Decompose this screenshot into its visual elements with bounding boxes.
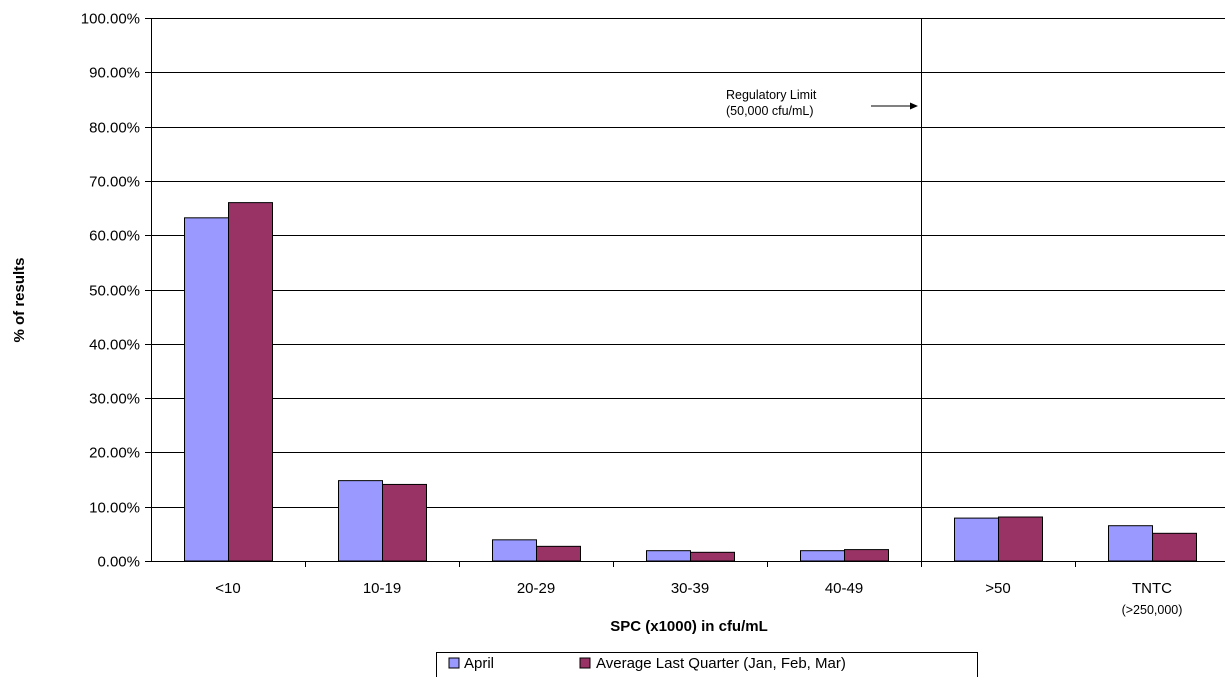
x-axis-label: SPC (x1000) in cfu/mL [610, 618, 768, 635]
y-tick-label: 20.00% [89, 445, 140, 462]
y-tick-label: 90.00% [89, 65, 140, 82]
x-tick-labels: <10 10-19 20-29 30-39 40-49 >50 TNTC (>250,000) [215, 580, 1182, 617]
y-tick-label: 60.00% [89, 228, 140, 245]
y-tick-label: 10.00% [89, 500, 140, 517]
gridlines [151, 18, 1225, 508]
x-tick-sublabel: (>250,000) [1122, 603, 1183, 617]
bar-average-last-quarter [998, 516, 1043, 562]
bar-april [1108, 525, 1153, 562]
bar-april [338, 480, 383, 562]
y-tick-label: 80.00% [89, 120, 140, 137]
y-tick-label: 70.00% [89, 174, 140, 191]
legend-label-april: April [464, 655, 494, 672]
legend-label-average-last-quarter: Average Last Quarter (Jan, Feb, Mar) [596, 655, 846, 672]
legend-swatch-average-last-quarter [579, 657, 591, 669]
bar-average-last-quarter [844, 549, 889, 562]
bar-average-last-quarter [382, 483, 427, 562]
bar-april [954, 517, 999, 562]
y-tick-label: 30.00% [89, 391, 140, 408]
x-tick-label: TNTC [1132, 580, 1172, 597]
regulatory-limit-arrowhead [910, 102, 918, 110]
regulatory-limit-label: Regulatory Limit [726, 88, 817, 102]
bar-april [800, 550, 845, 562]
bar-april [492, 539, 537, 562]
y-tick-label: 100.00% [81, 11, 140, 28]
y-axis-label: % of results [11, 257, 28, 342]
y-tick-label: 40.00% [89, 337, 140, 354]
x-tick-label: <10 [215, 580, 240, 597]
x-tick-label: 30-39 [671, 580, 709, 597]
legend: April Average Last Quarter (Jan, Feb, Ma… [436, 652, 978, 682]
x-tick-label: 10-19 [363, 580, 401, 597]
bar-average-last-quarter [536, 545, 581, 562]
axes [145, 18, 1225, 567]
y-tick-label: 50.00% [89, 283, 140, 300]
bar-average-last-quarter [1152, 532, 1197, 562]
bar-average-last-quarter [690, 551, 735, 562]
regulatory-limit-annotation: Regulatory Limit (50,000 cfu/mL) [726, 88, 918, 118]
bar-average-last-quarter [228, 202, 273, 562]
bar-april [184, 217, 229, 562]
legend-swatch-april [448, 657, 460, 669]
x-tick-label: 20-29 [517, 580, 555, 597]
y-tick-label: 0.00% [97, 554, 140, 571]
y-tick-labels: 0.00% 10.00% 20.00% 30.00% 40.00% 50.00% 60.00… [81, 11, 140, 571]
x-tick-label: 40-49 [825, 580, 863, 597]
x-tick-label: >50 [985, 580, 1010, 597]
bar-april [646, 550, 691, 562]
regulatory-limit-value: (50,000 cfu/mL) [726, 104, 814, 118]
